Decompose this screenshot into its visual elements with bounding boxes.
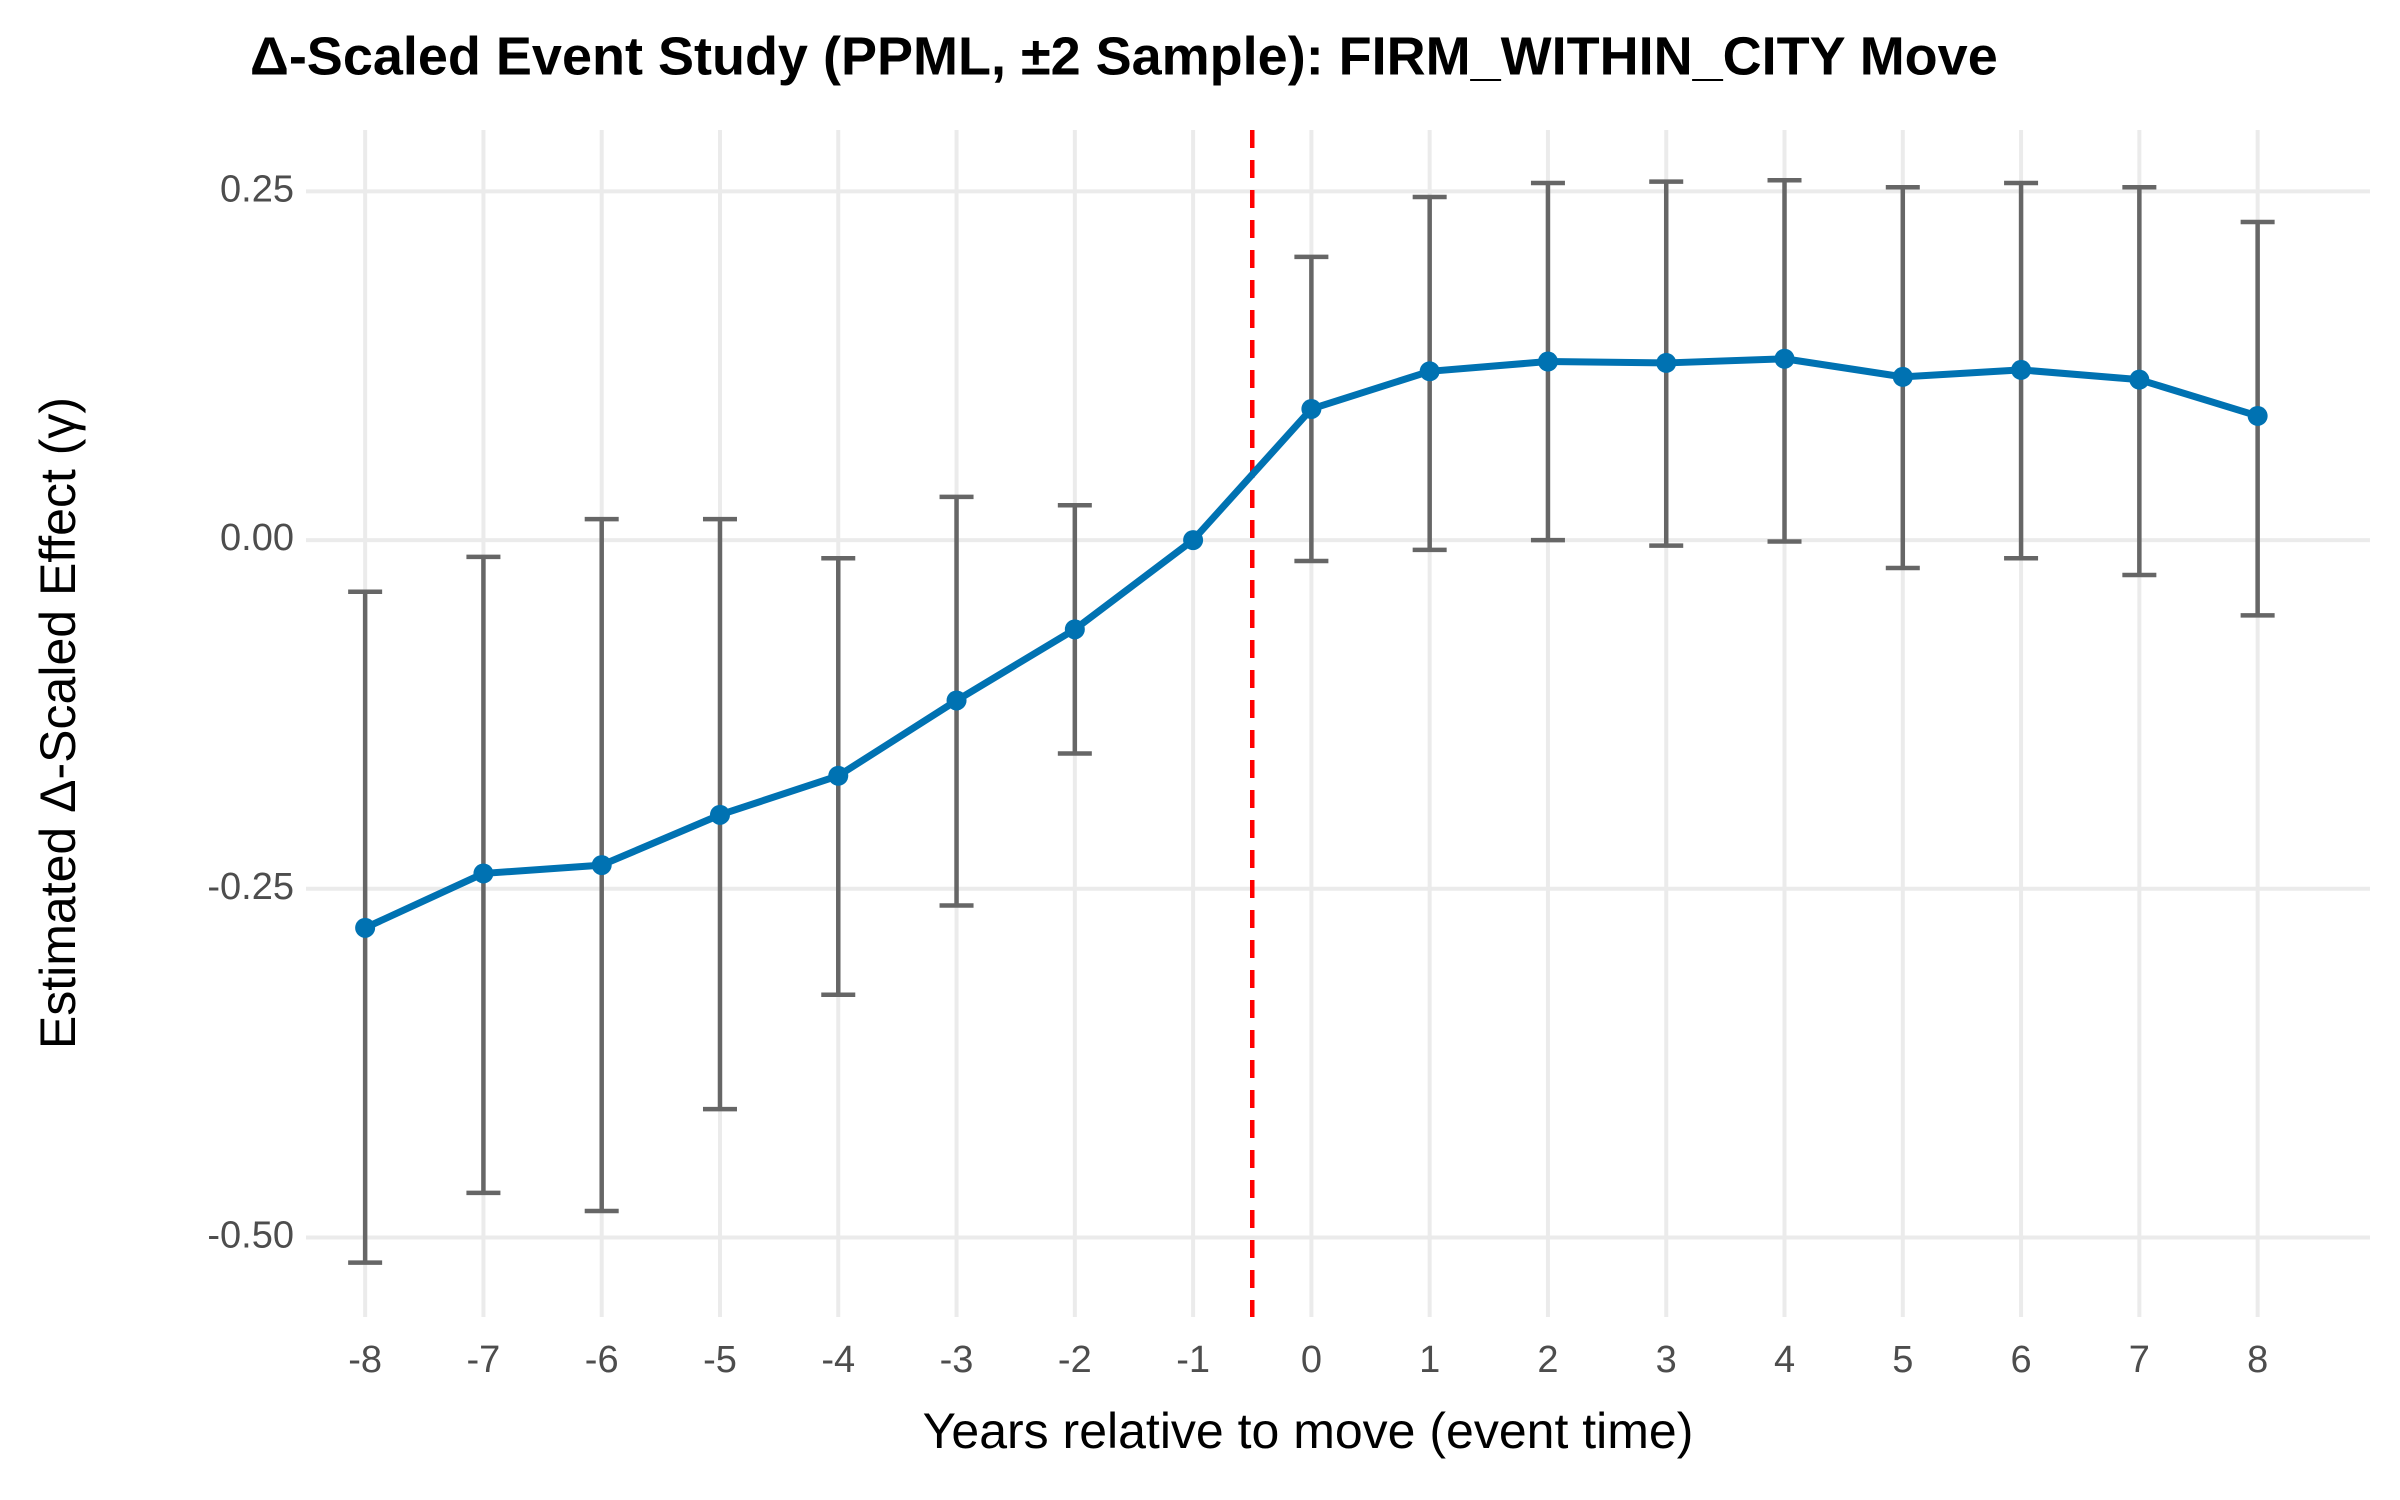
- x-tick-label: 2: [1537, 1339, 1558, 1381]
- x-tick-label: -8: [348, 1339, 382, 1381]
- x-tick-label: -3: [940, 1339, 974, 1381]
- point: [2129, 369, 2150, 390]
- x-tick-label: -5: [703, 1339, 737, 1381]
- point: [1537, 351, 1558, 372]
- x-tick-label: -7: [467, 1339, 501, 1381]
- point: [2247, 405, 2268, 426]
- y-axis-title: Estimated Δ-Scaled Effect (γ): [30, 397, 86, 1049]
- y-tick-label: -0.25: [207, 866, 294, 908]
- x-tick-label: 4: [1774, 1339, 1795, 1381]
- x-tick-label: -2: [1058, 1339, 1092, 1381]
- y-tick-label: 0.00: [220, 517, 294, 559]
- point: [1892, 366, 1913, 387]
- x-tick-label: -4: [821, 1339, 855, 1381]
- point: [1064, 619, 1085, 640]
- x-tick-label: -6: [585, 1339, 619, 1381]
- y-tick-label: -0.50: [207, 1215, 294, 1257]
- point: [355, 917, 376, 938]
- x-tick-label: 8: [2247, 1339, 2268, 1381]
- x-tick-label: 0: [1301, 1339, 1322, 1381]
- point: [473, 863, 494, 884]
- point: [2011, 359, 2032, 380]
- chart-title: Δ-Scaled Event Study (PPML, ±2 Sample): …: [250, 26, 1998, 86]
- x-tick-label: 1: [1419, 1339, 1440, 1381]
- point: [828, 765, 849, 786]
- point: [1656, 352, 1677, 373]
- x-tick-label: 5: [1892, 1339, 1913, 1381]
- x-tick-label: 6: [2011, 1339, 2032, 1381]
- point: [1774, 348, 1795, 369]
- y-tick-label: 0.25: [220, 168, 294, 210]
- point: [1183, 530, 1204, 551]
- x-tick-label: 7: [2129, 1339, 2150, 1381]
- point: [1301, 398, 1322, 419]
- point: [709, 804, 730, 825]
- point: [591, 855, 612, 876]
- x-tick-label: 3: [1656, 1339, 1677, 1381]
- x-axis-title: Years relative to move (event time): [923, 1403, 1694, 1459]
- x-tick-label: -1: [1176, 1339, 1210, 1381]
- point: [1419, 361, 1440, 382]
- point: [946, 690, 967, 711]
